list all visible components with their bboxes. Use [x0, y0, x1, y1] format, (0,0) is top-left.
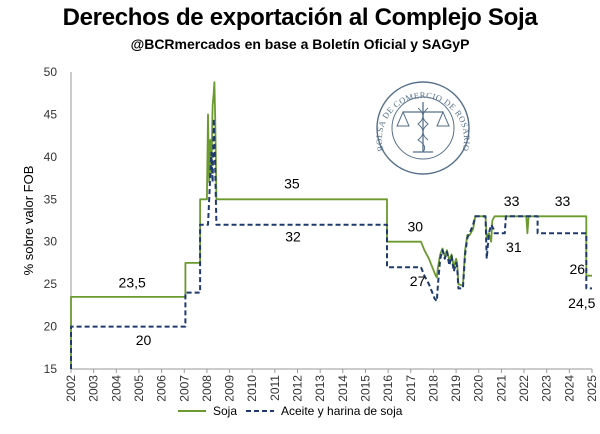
x-tick-label: 2018 — [426, 375, 440, 402]
x-tick-label: 2014 — [336, 375, 350, 402]
x-tick-label: 2013 — [313, 375, 327, 402]
data-label: 24,5 — [568, 295, 595, 311]
data-label: 32 — [285, 229, 301, 245]
chart-title: Derechos de exportación al Complejo Soja — [62, 4, 538, 31]
y-tick-label: 45 — [44, 107, 58, 121]
data-label: 26 — [569, 261, 585, 277]
x-tick-label: 2003 — [87, 375, 101, 402]
x-tick-label: 2002 — [64, 375, 78, 402]
x-tick-label: 2011 — [268, 375, 282, 401]
chart-subtitle: @BCRmercados en base a Boletín Oficial y… — [130, 36, 470, 52]
y-tick-label: 20 — [44, 320, 58, 334]
x-tick-label: 2007 — [177, 375, 191, 402]
x-tick-label: 2006 — [155, 375, 169, 402]
data-label: 31 — [506, 239, 522, 255]
x-tick-label: 2024 — [562, 375, 576, 402]
data-label: 33 — [504, 193, 520, 209]
y-tick-label: 25 — [44, 277, 58, 291]
x-tick-label: 2005 — [132, 375, 146, 402]
x-tick-label: 2015 — [358, 375, 372, 402]
x-tick-label: 2021 — [494, 375, 508, 402]
data-label: 35 — [284, 175, 300, 191]
bcr-seal-logo: BOLSA DE COMERCIO DE ROSARIO — [374, 81, 472, 175]
data-label: 30 — [408, 219, 424, 235]
y-tick-label: 15 — [44, 362, 58, 376]
x-tick-label: 2017 — [404, 375, 418, 402]
x-tick-label: 2022 — [517, 375, 531, 402]
y-axis-label: % sobre valor FOB — [21, 166, 36, 276]
x-tick-label: 2012 — [291, 375, 305, 402]
data-label: 33 — [555, 193, 571, 209]
data-label: 23,5 — [119, 275, 146, 291]
legend-label-soja: Soja — [213, 404, 237, 418]
legend-label-aceite-harina: Aceite y harina de soja — [281, 404, 403, 418]
data-label: 27 — [410, 273, 426, 289]
series-line-aceite-harina — [70, 117, 592, 369]
y-tick-label: 35 — [44, 192, 58, 206]
series-line-soja — [70, 81, 592, 369]
x-tick-label: 2009 — [223, 375, 237, 402]
y-tick-label: 40 — [44, 150, 58, 164]
data-label: 20 — [136, 332, 152, 348]
x-tick-label: 2020 — [472, 375, 486, 402]
x-tick-label: 2016 — [381, 375, 395, 402]
x-tick-label: 2023 — [540, 375, 554, 402]
x-tick-label: 2004 — [109, 375, 123, 402]
x-tick-label: 2008 — [200, 375, 214, 402]
y-tick-label: 30 — [44, 235, 58, 249]
x-tick-label: 2019 — [449, 375, 463, 402]
x-tick-label: 2025 — [585, 375, 599, 402]
x-tick-label: 2010 — [245, 375, 259, 402]
y-tick-label: 50 — [44, 65, 58, 79]
